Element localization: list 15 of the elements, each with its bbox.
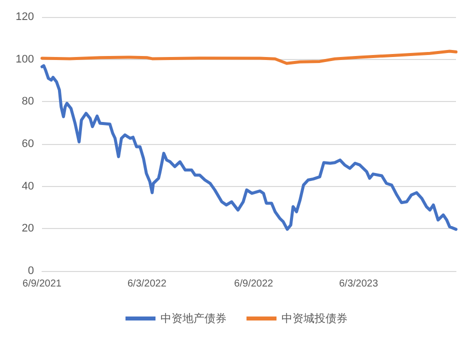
y-tick-label: 20 (22, 222, 34, 235)
x-tick-label: 6/3/2023 (339, 278, 378, 290)
legend-label: 中资城投债券 (282, 312, 348, 325)
x-tick-label: 6/9/2022 (234, 278, 274, 290)
y-tick-label: 80 (22, 96, 34, 108)
y-tick-label: 120 (16, 11, 34, 23)
line-series (40, 64, 458, 231)
x-tick-label: 6/3/2022 (127, 278, 167, 290)
y-tick-label: 100 (16, 53, 34, 66)
line-series (40, 50, 458, 65)
y-tick-label: 40 (22, 180, 34, 192)
y-tick-label: 0 (28, 265, 34, 277)
x-tick-label: 6/9/2021 (22, 278, 62, 290)
legend-label: 中资地产债券 (160, 312, 226, 325)
y-tick-label: 60 (22, 138, 34, 150)
